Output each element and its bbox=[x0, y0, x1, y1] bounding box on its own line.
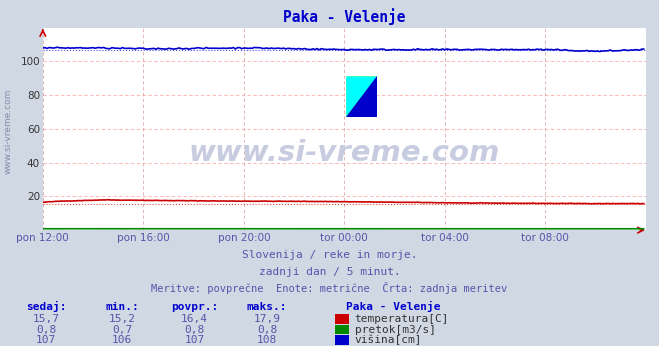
Text: povpr.:: povpr.: bbox=[171, 302, 218, 312]
Text: maks.:: maks.: bbox=[246, 302, 287, 312]
Text: pretok[m3/s]: pretok[m3/s] bbox=[355, 325, 436, 335]
Text: 15,2: 15,2 bbox=[109, 315, 135, 325]
Text: 106: 106 bbox=[112, 335, 132, 345]
Text: 0,8: 0,8 bbox=[185, 325, 204, 335]
Text: 107: 107 bbox=[36, 335, 56, 345]
Text: www.si-vreme.com: www.si-vreme.com bbox=[188, 139, 500, 167]
Text: temperatura[C]: temperatura[C] bbox=[355, 315, 449, 325]
Text: 16,4: 16,4 bbox=[181, 315, 208, 325]
Polygon shape bbox=[346, 76, 378, 117]
Text: 17,9: 17,9 bbox=[254, 315, 280, 325]
Polygon shape bbox=[346, 76, 378, 117]
Text: 107: 107 bbox=[185, 335, 204, 345]
Text: 108: 108 bbox=[257, 335, 277, 345]
Text: sedaj:: sedaj: bbox=[26, 301, 67, 312]
Text: Paka - Velenje: Paka - Velenje bbox=[346, 301, 440, 312]
Text: 15,7: 15,7 bbox=[33, 315, 59, 325]
Text: višina[cm]: višina[cm] bbox=[355, 335, 422, 345]
Title: Paka - Velenje: Paka - Velenje bbox=[283, 8, 405, 25]
Text: www.si-vreme.com: www.si-vreme.com bbox=[3, 89, 13, 174]
Text: zadnji dan / 5 minut.: zadnji dan / 5 minut. bbox=[258, 267, 401, 277]
Text: Slovenija / reke in morje.: Slovenija / reke in morje. bbox=[242, 250, 417, 260]
Text: 0,7: 0,7 bbox=[112, 325, 132, 335]
Text: min.:: min.: bbox=[105, 302, 139, 312]
Text: Meritve: povprečne  Enote: metrične  Črta: zadnja meritev: Meritve: povprečne Enote: metrične Črta:… bbox=[152, 282, 507, 294]
Bar bbox=[346, 76, 378, 117]
Text: 0,8: 0,8 bbox=[257, 325, 277, 335]
Text: 0,8: 0,8 bbox=[36, 325, 56, 335]
